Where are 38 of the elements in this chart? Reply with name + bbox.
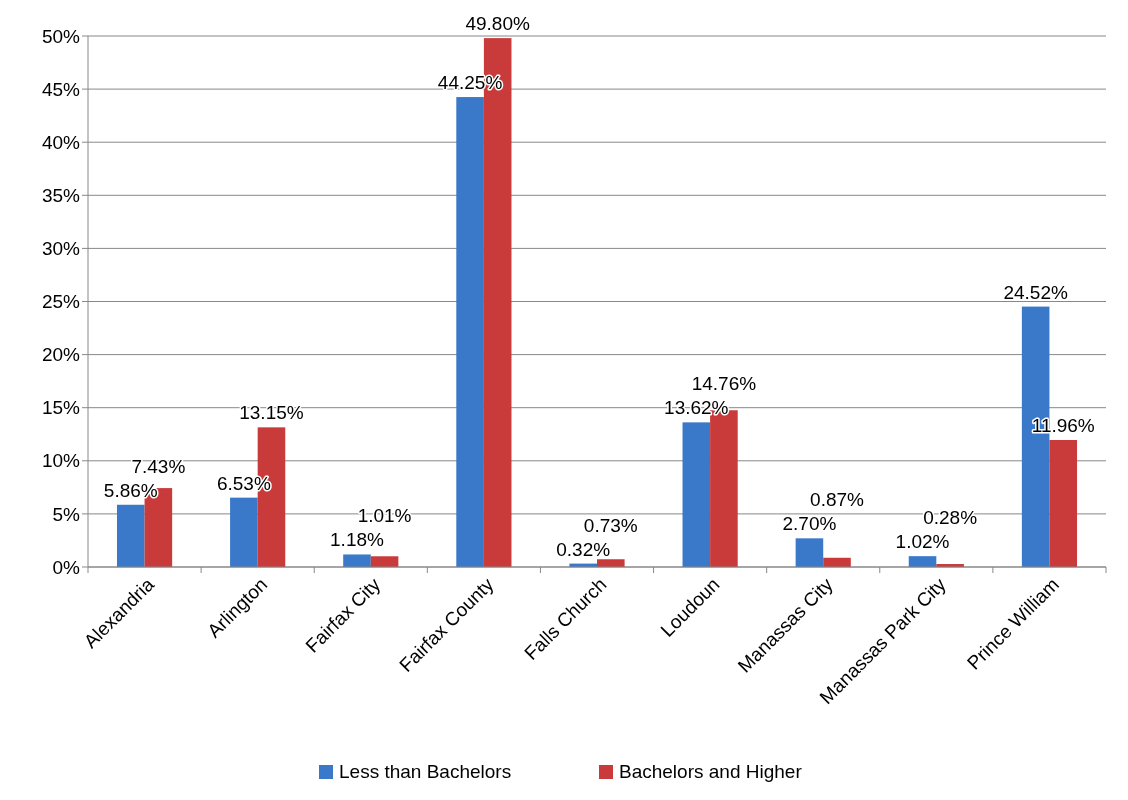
data-label: 14.76% (691, 373, 757, 395)
y-tick-label: 10% (41, 450, 81, 472)
data-label: 0.32% (556, 538, 611, 560)
bar (908, 556, 937, 567)
y-tick-label: 0% (52, 556, 81, 578)
data-label: 5.86% (103, 479, 158, 501)
data-label: 13.62% (664, 397, 729, 419)
legend-label: Less than Bachelors (339, 761, 512, 782)
y-tick-label: 30% (41, 238, 81, 260)
y-tick-label: 25% (41, 291, 81, 313)
y-tick-label: 15% (41, 397, 81, 419)
bar (343, 554, 371, 567)
data-label: 49.80% (465, 13, 530, 35)
y-tick-label: 50% (41, 25, 81, 47)
data-label: 13.15% (239, 402, 304, 424)
y-tick-label: 40% (41, 131, 81, 153)
bar (1049, 439, 1078, 567)
data-label: 0.28% (923, 507, 978, 529)
bar (230, 497, 258, 567)
data-label: 24.52% (1003, 281, 1068, 303)
data-label: 0.87% (810, 489, 865, 511)
y-tick-label: 20% (41, 344, 81, 366)
bar (116, 504, 145, 567)
y-tick-label: 5% (52, 503, 81, 525)
y-tick-label: 35% (41, 184, 81, 206)
data-label: 1.18% (330, 529, 385, 551)
data-label: 0.73% (583, 514, 638, 536)
legend-label: Bachelors and Higher (619, 761, 803, 782)
bar (597, 559, 625, 567)
data-label: 1.02% (895, 531, 950, 553)
data-label: 2.70% (782, 513, 837, 535)
data-label: 7.43% (131, 455, 186, 477)
bar (456, 97, 484, 567)
bar (795, 538, 824, 567)
data-label: 1.01% (357, 505, 412, 527)
y-tick-label: 45% (41, 78, 81, 100)
bar (682, 422, 711, 567)
bar (370, 556, 399, 567)
